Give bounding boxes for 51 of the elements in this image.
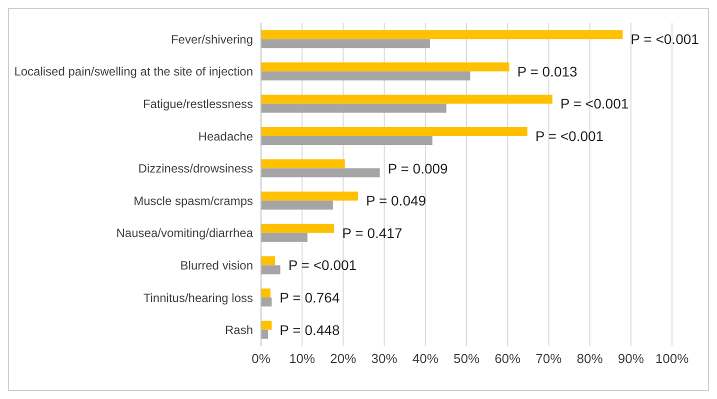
bar xyxy=(261,136,432,146)
x-tick-label: 40% xyxy=(412,351,439,366)
y-tick-label: Muscle spasm/cramps xyxy=(134,194,253,208)
y-tick-label: Blurred vision xyxy=(180,258,253,273)
x-tick-label: 10% xyxy=(289,351,316,366)
annotation: P = <0.001 xyxy=(288,257,357,274)
x-tick-label: 100% xyxy=(655,351,690,366)
x-tick-label: 80% xyxy=(576,351,604,366)
bar xyxy=(261,94,552,104)
bar xyxy=(261,62,510,72)
x-tick-label: 20% xyxy=(330,351,357,366)
bar xyxy=(261,159,345,168)
annotation: P = <0.001 xyxy=(535,128,604,144)
annotation: P = 0.013 xyxy=(517,63,578,80)
x-tick-label: 0% xyxy=(252,351,271,366)
bar xyxy=(261,71,470,80)
annotation: P = 0.448 xyxy=(280,322,340,338)
bar xyxy=(261,256,275,266)
y-tick-label: Fever/shivering xyxy=(170,32,253,46)
annotation: P = <0.001 xyxy=(630,31,700,48)
annotation: P = 0.417 xyxy=(342,224,402,241)
bar xyxy=(261,298,272,307)
bar xyxy=(261,330,268,339)
y-tick-label: Tinnitus/hearing loss xyxy=(143,290,253,305)
bar xyxy=(261,127,528,136)
annotation: P = 0.764 xyxy=(280,290,340,306)
annotation: P = <0.001 xyxy=(560,96,629,112)
y-tick-label: Fatigue/restlessness xyxy=(142,97,253,112)
x-tick-label: 70% xyxy=(536,351,562,366)
y-tick-label: Rash xyxy=(224,323,253,338)
bar xyxy=(261,39,430,48)
bar xyxy=(261,224,334,233)
y-tick-label: Dizziness/drowsiness xyxy=(138,162,253,176)
x-tick-label: 30% xyxy=(371,351,398,366)
bar xyxy=(261,320,272,330)
annotation: P = 0.049 xyxy=(366,192,426,209)
bar xyxy=(261,192,358,201)
bar xyxy=(261,30,623,40)
y-tick-label: Localised pain/swelling at the site of injection xyxy=(14,64,253,79)
bar xyxy=(261,104,446,113)
y-tick-label: Headache xyxy=(198,129,254,144)
bar xyxy=(261,265,280,274)
bar xyxy=(261,232,308,242)
annotation: P = 0.009 xyxy=(388,160,448,176)
x-tick-label: 90% xyxy=(618,351,644,366)
bar xyxy=(261,168,380,178)
y-tick-label: Nausea/vomiting/diarrhea xyxy=(116,226,254,240)
x-tick-label: 60% xyxy=(494,351,522,366)
x-tick-label: 50% xyxy=(453,351,480,366)
bar xyxy=(261,200,333,210)
bar xyxy=(261,288,270,298)
